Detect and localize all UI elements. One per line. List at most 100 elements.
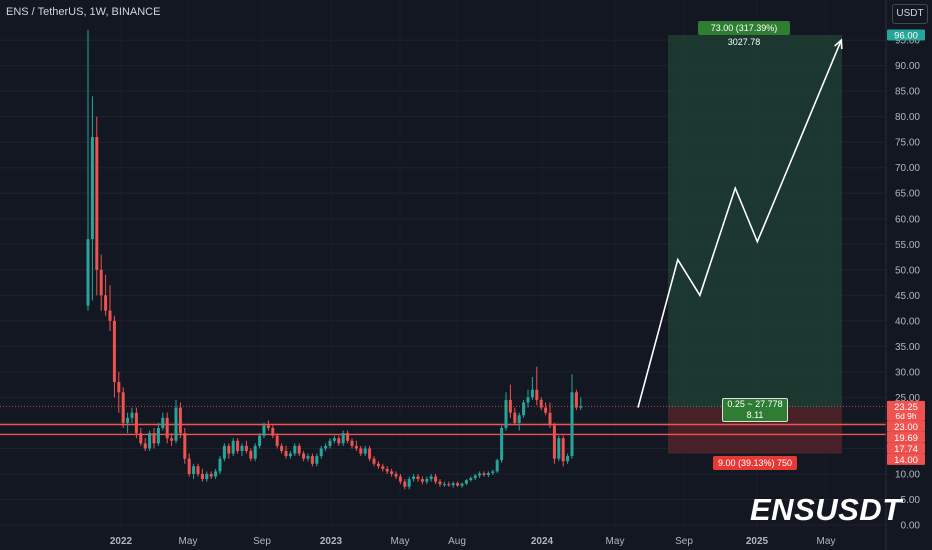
risk-reward-label: 0.25 ~ 27.778 8.11 xyxy=(722,398,788,422)
candle-body xyxy=(486,472,490,475)
x-tick-label: Sep xyxy=(675,536,693,547)
price-marker-label: 96.00 xyxy=(894,31,918,42)
candle-body xyxy=(306,456,310,459)
candle-body xyxy=(130,412,134,418)
y-tick-label: 45.00 xyxy=(895,291,920,302)
y-tick-label: 65.00 xyxy=(895,189,920,200)
price-marker xyxy=(887,431,925,443)
candle-body xyxy=(341,433,345,444)
price-marker-label: 23.00 xyxy=(894,422,918,433)
risk-reward-sub: 8.11 xyxy=(746,410,764,420)
candle-body xyxy=(214,471,218,477)
candle-body xyxy=(500,428,504,461)
candle-body xyxy=(337,438,341,444)
x-axis: 2022 May Sep 2023 May Aug 2024 May Sep 2025 May xyxy=(110,536,836,547)
candle-body xyxy=(148,433,152,449)
candle-body xyxy=(385,468,389,472)
y-tick-label: 30.00 xyxy=(895,367,920,378)
candle-body xyxy=(574,392,578,408)
candle-body xyxy=(442,484,446,486)
candle-body xyxy=(244,445,248,451)
y-tick-label: 0.00 xyxy=(901,521,921,532)
candle-body xyxy=(205,473,209,480)
candle-body xyxy=(447,484,451,486)
candle-body xyxy=(522,402,526,416)
candle-body xyxy=(425,479,429,482)
candle-body xyxy=(451,483,455,486)
price-marker-label: 23.25 xyxy=(894,402,918,413)
candle-body xyxy=(478,473,482,476)
candle-body xyxy=(539,399,543,408)
y-tick-label: 25.00 xyxy=(895,393,920,404)
candle-body xyxy=(302,453,306,459)
currency-button[interactable]: USDT xyxy=(892,4,928,24)
candle-body xyxy=(368,448,372,459)
candle-body xyxy=(209,473,213,477)
candle-body xyxy=(152,433,156,444)
candle-body xyxy=(310,456,314,464)
candle-body xyxy=(434,476,438,482)
y-tick-label: 55.00 xyxy=(895,240,920,251)
candle-body xyxy=(390,471,394,474)
candle-body xyxy=(456,483,460,486)
candle-body xyxy=(328,440,332,446)
candle-body xyxy=(566,456,570,462)
profit-zone xyxy=(668,35,842,408)
candle-body xyxy=(280,445,284,451)
y-tick-label: 40.00 xyxy=(895,316,920,327)
candle-body xyxy=(271,428,275,436)
candle-body xyxy=(170,438,174,441)
candle-body xyxy=(504,399,508,429)
candle-body xyxy=(398,476,402,482)
arrow-head xyxy=(834,38,843,50)
candle-body xyxy=(363,448,367,454)
projection-line xyxy=(637,39,843,408)
target-label: 73.00 (317.39%) 3027.78 xyxy=(698,21,790,47)
price-marker-label: 19.69 xyxy=(894,433,918,444)
candle-body xyxy=(297,445,301,454)
candle-body xyxy=(99,269,103,296)
y-tick-label: 35.00 xyxy=(895,342,920,353)
candles-group xyxy=(86,29,583,490)
candle-body xyxy=(464,480,468,484)
candle-body xyxy=(403,481,407,487)
candle-body xyxy=(438,481,442,485)
candle-body xyxy=(491,471,495,473)
candle-body xyxy=(473,475,477,479)
x-tick-label: 2022 xyxy=(110,536,133,547)
candle-body xyxy=(526,397,530,403)
y-tick-label: 80.00 xyxy=(895,112,920,123)
candle-body xyxy=(183,433,187,459)
candle-body xyxy=(548,412,552,426)
candle-body xyxy=(350,440,354,446)
candle-body xyxy=(275,435,279,446)
candle-body xyxy=(381,466,385,469)
candle-body xyxy=(174,407,178,441)
x-tick-label: 2025 xyxy=(746,536,769,547)
candle-body xyxy=(561,438,565,462)
candle-body xyxy=(156,428,160,444)
stop-label: 9.00 (39.13%) 750 xyxy=(713,456,797,470)
candle-body xyxy=(530,389,534,398)
x-tick-label: May xyxy=(817,536,836,547)
candle-body xyxy=(293,445,297,454)
candle-body xyxy=(469,478,473,481)
y-tick-label: 95.00 xyxy=(895,36,920,47)
y-tick-label: 90.00 xyxy=(895,61,920,72)
candle-body xyxy=(262,425,266,436)
candle-body xyxy=(319,448,323,457)
candle-body xyxy=(231,440,235,454)
candle-body xyxy=(134,412,138,434)
y-tick-label: 85.00 xyxy=(895,87,920,98)
candle-body xyxy=(376,463,380,467)
candle-body xyxy=(86,239,90,306)
price-marker-sublabel: 6d 9h xyxy=(895,411,917,421)
candle-body xyxy=(359,448,363,454)
y-tick-label: 10.00 xyxy=(895,469,920,480)
candle-body xyxy=(187,458,191,474)
candle-body xyxy=(552,425,556,459)
price-marker xyxy=(887,400,925,421)
candle-body xyxy=(482,473,486,475)
